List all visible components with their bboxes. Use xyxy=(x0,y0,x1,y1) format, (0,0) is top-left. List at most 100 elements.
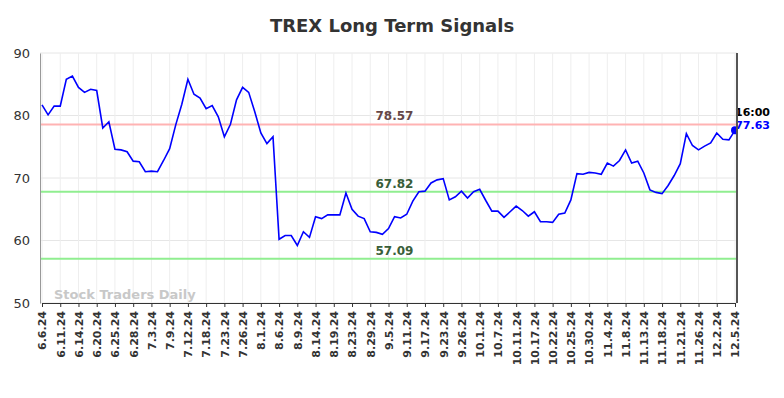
x-tick-mark xyxy=(425,303,426,307)
x-tick-label: 7.9.24 xyxy=(164,311,177,350)
grid-line-x xyxy=(698,53,699,303)
x-tick-mark xyxy=(188,303,189,307)
x-tick-label: 6.25.24 xyxy=(109,311,122,358)
x-tick-mark xyxy=(279,303,280,307)
x-tick: 10.30.24 xyxy=(583,303,596,365)
x-tick: 7.18.24 xyxy=(200,303,213,358)
x-tick-mark xyxy=(261,303,262,307)
x-tick-mark xyxy=(334,303,335,307)
x-tick-label: 6.20.24 xyxy=(91,311,104,358)
grid-line-x xyxy=(516,53,517,303)
x-tick-mark xyxy=(461,303,462,307)
reference-label: 67.82 xyxy=(376,177,414,191)
grid-line-x xyxy=(114,53,115,303)
x-tick: 8.29.24 xyxy=(365,303,378,358)
reference-line xyxy=(40,258,737,260)
y-axis-line xyxy=(40,54,41,304)
grid-line-x xyxy=(60,53,61,303)
x-tick: 8.1.24 xyxy=(255,303,268,350)
x-tick: 10.7.24 xyxy=(492,303,505,358)
x-tick-mark xyxy=(224,303,225,307)
x-tick-label: 11.21.24 xyxy=(675,311,688,366)
grid-line-x xyxy=(242,53,243,303)
x-tick: 7.3.24 xyxy=(146,303,159,350)
x-tick: 9.5.24 xyxy=(383,303,396,350)
grid-line-x xyxy=(279,53,280,303)
x-tick-label: 10.22.24 xyxy=(547,311,560,366)
grid-line-x xyxy=(589,53,590,303)
reference-line xyxy=(40,191,737,193)
x-tick-mark xyxy=(626,303,627,307)
x-tick-label: 9.5.24 xyxy=(383,311,396,350)
x-tick-label: 8.29.24 xyxy=(365,311,378,358)
x-tick-label: 8.6.24 xyxy=(273,311,286,350)
grid-line-x xyxy=(333,53,334,303)
x-tick: 8.6.24 xyxy=(273,303,286,350)
x-axis: 6.6.246.11.246.14.246.20.246.25.246.28.2… xyxy=(36,303,742,365)
grid-line-x xyxy=(169,53,170,303)
x-tick-mark xyxy=(60,303,61,307)
x-tick-label: 7.18.24 xyxy=(200,311,213,358)
x-tick: 6.11.24 xyxy=(55,303,68,358)
grid-line-x xyxy=(78,53,79,303)
x-tick-mark xyxy=(680,303,681,307)
watermark: Stock Traders Daily xyxy=(54,287,196,302)
x-tick-mark xyxy=(97,303,98,307)
plot xyxy=(40,76,737,259)
x-tick-mark xyxy=(115,303,116,307)
x-tick: 11.8.24 xyxy=(620,303,633,358)
x-tick: 11.26.24 xyxy=(693,303,706,365)
grid-line-x xyxy=(607,53,608,303)
x-tick-label: 7.3.24 xyxy=(146,311,159,350)
x-tick-mark xyxy=(443,303,444,307)
reference-label: 78.57 xyxy=(376,109,414,123)
x-tick-label: 10.1.24 xyxy=(474,311,487,358)
grid-line-x xyxy=(461,53,462,303)
x-tick-mark xyxy=(133,303,134,307)
y-tick: 60 xyxy=(13,233,40,248)
grid-line-x xyxy=(534,53,535,303)
grid-line-x xyxy=(297,53,298,303)
x-tick-label: 11.13.24 xyxy=(638,311,651,366)
x-tick: 8.19.24 xyxy=(328,303,341,358)
x-tick-label: 8.19.24 xyxy=(328,311,341,358)
x-tick: 12.2.24 xyxy=(711,303,724,358)
x-tick: 9.17.24 xyxy=(419,303,432,358)
x-tick: 7.9.24 xyxy=(164,303,177,350)
x-tick: 8.23.24 xyxy=(346,303,359,358)
x-tick-label: 6.14.24 xyxy=(73,311,86,358)
x-tick: 11.13.24 xyxy=(638,303,651,365)
x-tick-label: 9.26.24 xyxy=(456,311,469,358)
x-tick-label: 7.26.24 xyxy=(237,311,250,358)
y-axis: 5060708090 xyxy=(13,46,40,311)
grid-line-x xyxy=(151,53,152,303)
grid-line-x xyxy=(424,53,425,303)
grid-line-x xyxy=(643,53,644,303)
x-tick: 11.18.24 xyxy=(656,303,669,365)
grid-line-x xyxy=(716,53,717,303)
x-tick-mark xyxy=(243,303,244,307)
x-tick-mark xyxy=(42,303,43,307)
y-tick-label: 80 xyxy=(13,108,30,123)
x-tick: 9.11.24 xyxy=(401,303,414,358)
x-tick-mark xyxy=(370,303,371,307)
x-tick-mark xyxy=(480,303,481,307)
x-tick-label: 12.2.24 xyxy=(711,311,724,358)
x-tick-label: 10.17.24 xyxy=(529,311,542,366)
grid-line-x xyxy=(735,53,736,303)
x-tick: 9.26.24 xyxy=(456,303,469,358)
x-tick-mark xyxy=(644,303,645,307)
x-tick-label: 11.8.24 xyxy=(620,311,633,358)
x-tick-label: 12.5.24 xyxy=(729,311,742,358)
x-tick-mark xyxy=(297,303,298,307)
x-tick: 10.25.24 xyxy=(565,303,578,365)
x-tick-mark xyxy=(699,303,700,307)
x-tick-label: 10.7.24 xyxy=(492,311,505,358)
x-tick-label: 10.30.24 xyxy=(583,311,596,366)
price-line xyxy=(42,76,735,245)
x-tick: 10.1.24 xyxy=(474,303,487,358)
x-tick-mark xyxy=(316,303,317,307)
x-tick: 8.14.24 xyxy=(310,303,323,358)
x-tick-label: 7.12.24 xyxy=(182,311,195,358)
grid-line-x xyxy=(133,53,134,303)
